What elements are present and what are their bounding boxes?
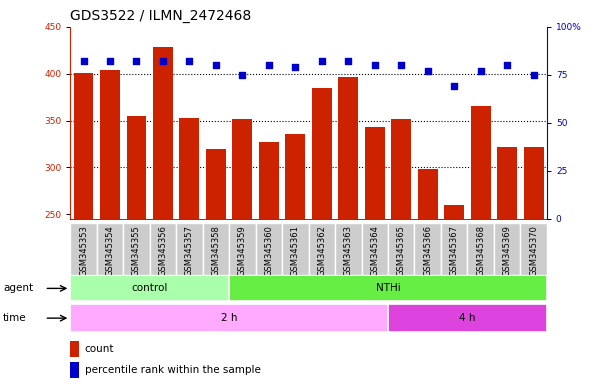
Bar — [521, 223, 547, 275]
Point — [343, 58, 353, 65]
Bar — [150, 223, 176, 275]
Text: GSM345356: GSM345356 — [158, 225, 167, 276]
Bar — [206, 149, 226, 219]
Bar — [414, 223, 441, 275]
Point — [158, 58, 168, 65]
Point — [264, 62, 274, 68]
Point — [397, 62, 406, 68]
Text: count: count — [84, 344, 114, 354]
Text: GSM345366: GSM345366 — [423, 225, 432, 276]
Bar — [282, 223, 309, 275]
Point — [131, 58, 141, 65]
Bar — [70, 341, 79, 357]
Bar — [494, 223, 521, 275]
Text: GSM345367: GSM345367 — [450, 225, 459, 276]
Point — [502, 62, 512, 68]
Bar — [232, 119, 252, 219]
Text: GSM345363: GSM345363 — [344, 225, 353, 276]
Bar — [470, 106, 491, 219]
Point — [105, 58, 115, 65]
Text: control: control — [131, 283, 168, 293]
Bar — [255, 223, 282, 275]
Point — [317, 58, 327, 65]
Text: 4 h: 4 h — [459, 313, 476, 323]
Point — [529, 72, 538, 78]
Text: GSM345353: GSM345353 — [79, 225, 88, 276]
Text: GSM345358: GSM345358 — [211, 225, 221, 276]
Text: GSM345369: GSM345369 — [503, 225, 511, 276]
Text: GSM345357: GSM345357 — [185, 225, 194, 276]
Bar — [70, 223, 97, 275]
Bar — [467, 223, 494, 275]
Text: GSM345360: GSM345360 — [265, 225, 273, 276]
Bar — [335, 223, 362, 275]
Text: GSM345355: GSM345355 — [132, 225, 141, 276]
Point — [290, 64, 300, 70]
Text: time: time — [3, 313, 27, 323]
Bar — [70, 362, 79, 378]
Bar — [418, 169, 437, 219]
Bar — [73, 73, 93, 219]
Bar — [259, 142, 279, 219]
Bar — [365, 127, 385, 219]
Bar — [285, 134, 306, 219]
Text: GDS3522 / ILMN_2472468: GDS3522 / ILMN_2472468 — [70, 9, 252, 23]
Bar — [391, 119, 411, 219]
Bar — [126, 116, 147, 219]
Bar — [444, 205, 464, 219]
Bar — [203, 223, 229, 275]
Bar — [441, 223, 467, 275]
Bar — [180, 118, 199, 219]
Point — [423, 68, 433, 74]
Text: agent: agent — [3, 283, 33, 293]
Point — [211, 62, 221, 68]
Bar — [309, 223, 335, 275]
Bar — [100, 70, 120, 219]
Bar — [97, 223, 123, 275]
Text: GSM345368: GSM345368 — [476, 225, 485, 276]
Bar — [70, 304, 388, 332]
Point — [238, 72, 247, 78]
Bar — [388, 223, 414, 275]
Bar — [70, 275, 229, 301]
Bar — [524, 147, 544, 219]
Text: NTHi: NTHi — [376, 283, 400, 293]
Text: GSM345361: GSM345361 — [291, 225, 300, 276]
Text: GSM345365: GSM345365 — [397, 225, 406, 276]
Text: GSM345359: GSM345359 — [238, 225, 247, 276]
Bar — [229, 223, 255, 275]
Point — [476, 68, 486, 74]
Text: 2 h: 2 h — [221, 313, 238, 323]
Point — [185, 58, 194, 65]
Point — [449, 83, 459, 89]
Point — [79, 58, 89, 65]
Text: GSM345370: GSM345370 — [529, 225, 538, 276]
Text: GSM345362: GSM345362 — [317, 225, 326, 276]
Bar — [362, 223, 388, 275]
Text: GSM345354: GSM345354 — [106, 225, 114, 276]
Bar — [123, 223, 150, 275]
Bar — [338, 78, 358, 219]
Bar — [229, 275, 547, 301]
Text: GSM345364: GSM345364 — [370, 225, 379, 276]
Bar — [388, 304, 547, 332]
Bar — [312, 88, 332, 219]
Bar — [153, 48, 173, 219]
Bar — [176, 223, 203, 275]
Bar — [497, 147, 517, 219]
Point — [370, 62, 379, 68]
Text: percentile rank within the sample: percentile rank within the sample — [84, 365, 260, 375]
